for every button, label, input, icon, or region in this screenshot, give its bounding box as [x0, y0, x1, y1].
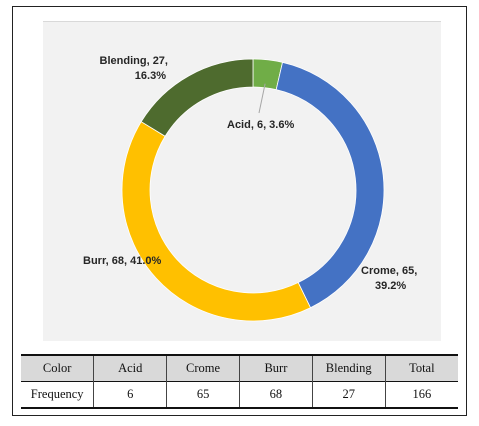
data-label-acid: Acid, 6, 3.6%	[227, 119, 294, 131]
data-label-burr: Burr, 68, 41.0%	[83, 255, 161, 267]
data-labels: Acid, 6, 3.6% Crome, 65, 39.2% Burr, 68, 41…	[83, 55, 417, 292]
cell-crome: 65	[166, 381, 240, 408]
cell-burr: 68	[238, 381, 313, 408]
donut-chart: Acid, 6, 3.6% Crome, 65, 39.2% Burr, 68, 41…	[83, 55, 417, 322]
frequency-table: Color Acid Crome Burr Blending Total Fre…	[21, 354, 458, 409]
table-row: Frequency 6 65 68 27 166	[21, 381, 458, 408]
header-acid: Acid	[93, 355, 168, 382]
cell-total: 166	[384, 381, 458, 408]
data-label-crome: Crome, 65, 39.2%	[361, 265, 417, 292]
header-burr: Burr	[238, 355, 313, 382]
leader-lines	[258, 83, 266, 114]
table-header-row: Color Acid Crome Burr Blending Total	[21, 355, 458, 382]
cell-acid: 6	[93, 381, 168, 408]
slice-blending	[140, 58, 254, 137]
data-label-blending: Blending, 27, 16.3%	[100, 55, 168, 82]
cell-frequency-label: Frequency	[21, 381, 95, 408]
figure-frame: Acid, 6, 3.6% Crome, 65, 39.2% Burr, 68, 41…	[12, 6, 467, 416]
cell-blending: 27	[311, 381, 386, 408]
header-blending: Blending	[311, 355, 386, 382]
header-color: Color	[21, 355, 95, 382]
header-total: Total	[384, 355, 458, 382]
plot-top-line	[43, 21, 441, 22]
donut-slices	[121, 58, 385, 322]
header-crome: Crome	[166, 355, 240, 382]
leader-line-acid	[258, 83, 266, 114]
slice-burr	[121, 121, 312, 322]
